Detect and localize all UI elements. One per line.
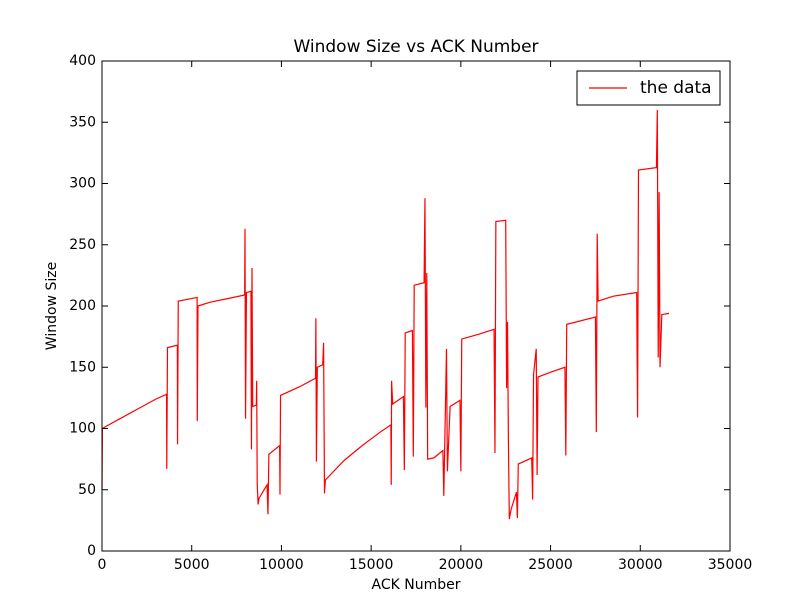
y-tick-label: 0	[87, 543, 96, 559]
plot-frame	[101, 60, 731, 552]
data-line	[101, 109, 670, 520]
y-tick-label: 200	[69, 298, 96, 314]
legend: the data	[576, 70, 721, 106]
y-tick-label: 150	[69, 359, 96, 375]
y-tick-label: 50	[78, 482, 96, 498]
x-tick-label: 20000	[439, 557, 484, 573]
legend-label: the data	[640, 78, 712, 98]
x-tick-label: 15000	[349, 557, 394, 573]
x-tick-label: 25000	[528, 557, 573, 573]
chart-title: Window Size vs ACK Number	[293, 37, 538, 57]
x-tick-label: 5000	[174, 557, 210, 573]
y-tick-label: 250	[69, 237, 96, 253]
x-tick-label: 10000	[259, 557, 304, 573]
x-tick-label: 35000	[708, 557, 753, 573]
x-axis-label: ACK Number	[372, 577, 461, 593]
x-tick-label: 30000	[618, 557, 663, 573]
y-tick-label: 300	[69, 176, 96, 192]
y-tick-label: 100	[69, 421, 96, 437]
x-tick-label: 0	[98, 557, 107, 573]
y-tick-label: 400	[69, 53, 96, 69]
y-axis-label: Window Size	[44, 262, 60, 350]
y-tick-label: 350	[69, 114, 96, 130]
